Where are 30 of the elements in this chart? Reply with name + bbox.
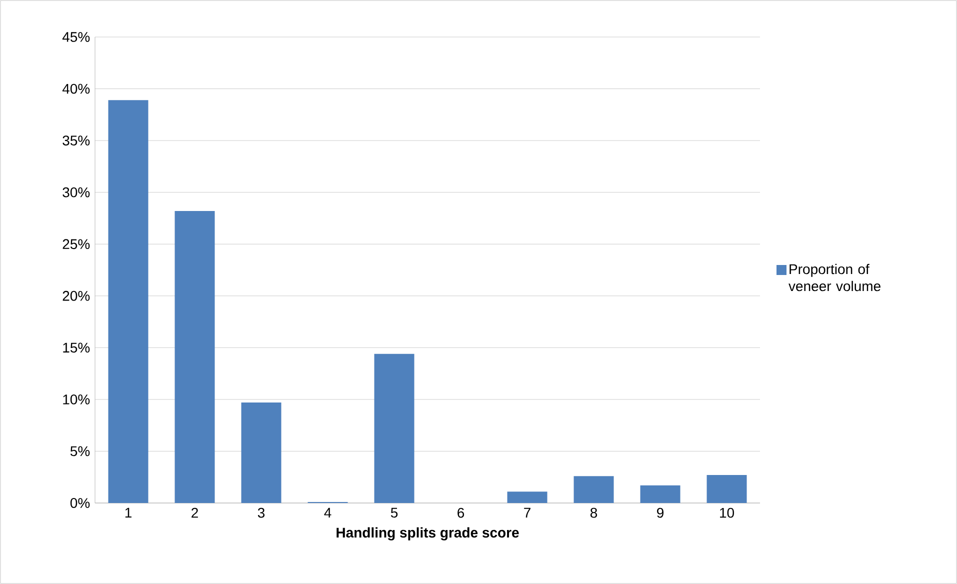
bar — [507, 492, 548, 503]
bar — [241, 402, 282, 503]
y-tick-label: 15% — [63, 342, 90, 353]
y-tick-label: 35% — [62, 136, 90, 146]
y-tick-label: 20% — [62, 290, 90, 301]
bar — [640, 485, 680, 503]
legend-label: Proportion of veneer volume — [788, 264, 880, 292]
x-tick-label: 10 — [720, 508, 734, 518]
bar — [174, 210, 215, 503]
x-tick-label: 9 — [657, 508, 664, 518]
x-tick-label: 8 — [590, 508, 598, 518]
x-tick-label: 7 — [524, 508, 530, 518]
x-tick-label: 1 — [125, 508, 132, 518]
y-tick-label: 0% — [70, 498, 90, 508]
x-tick-label: 3 — [258, 508, 265, 518]
x-tick-label: 5 — [390, 508, 398, 518]
x-axis-title: Handling splits grade score — [336, 527, 519, 540]
x-tick-label: 6 — [458, 508, 464, 518]
bar — [574, 476, 614, 503]
y-tick-label: 10% — [63, 394, 90, 404]
y-tick-label: 5% — [70, 446, 90, 456]
y-tick-label: 25% — [62, 239, 90, 250]
bar — [108, 100, 148, 503]
x-tick-label: 4 — [324, 508, 332, 518]
x-tick-label: 2 — [192, 508, 198, 518]
bar — [374, 354, 414, 503]
bar — [706, 475, 747, 503]
y-tick-label: 30% — [62, 187, 90, 198]
y-tick-label: 40% — [62, 84, 90, 94]
y-tick-label: 45% — [62, 32, 90, 42]
